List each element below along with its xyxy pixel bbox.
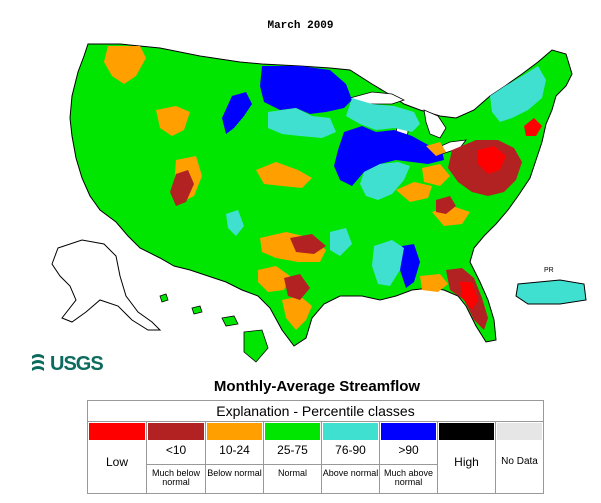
low-region-northeast-coast bbox=[524, 118, 542, 136]
legend-class-no-data: No Data bbox=[496, 422, 543, 493]
low-region-north-carolina bbox=[478, 146, 506, 174]
much-below-region-carolina bbox=[436, 196, 456, 214]
legend-swatch-much-below bbox=[148, 423, 204, 440]
legend-swatch-low bbox=[89, 423, 145, 440]
low-region-florida bbox=[460, 282, 478, 310]
pr-label: PR bbox=[544, 267, 554, 274]
legend-range-much-above: >90 bbox=[398, 443, 419, 457]
above-region-arkansas bbox=[330, 228, 352, 256]
map-title: March 2009 bbox=[267, 20, 334, 32]
below-region-gulf bbox=[420, 274, 448, 292]
below-region-kentucky bbox=[396, 182, 432, 202]
legend-range-above: 76-90 bbox=[335, 443, 366, 457]
legend-range-below: 10-24 bbox=[219, 443, 250, 457]
legend-label-high: High bbox=[454, 455, 479, 469]
legend-swatch-normal bbox=[265, 423, 320, 440]
legend-class-normal: 25-75 Normal bbox=[264, 422, 322, 493]
legend-explanation: Explanation - Percentile classes bbox=[88, 401, 543, 422]
legend-swatch-below bbox=[207, 423, 262, 440]
legend-title: Monthly-Average Streamflow bbox=[213, 378, 421, 395]
much-above-region-north-central bbox=[260, 66, 352, 114]
streamflow-map: PR bbox=[51, 43, 587, 363]
legend-desc-much-above: Much above normal bbox=[383, 468, 434, 487]
legend-class-low: Low bbox=[88, 422, 147, 493]
hawaii-islands bbox=[159, 293, 269, 363]
above-region-kansas bbox=[226, 210, 244, 236]
legend-swatch-above bbox=[323, 423, 378, 440]
above-region-dakotas bbox=[268, 108, 336, 138]
below-region-northwest bbox=[104, 46, 146, 84]
legend-class-below: 10-24 Below normal bbox=[206, 422, 264, 493]
legend-divider bbox=[380, 464, 437, 465]
much-below-region-texas-south bbox=[284, 274, 310, 300]
above-region-northeast bbox=[490, 66, 546, 122]
legend-class-much-above: >90 Much above normal bbox=[380, 422, 438, 493]
legend-swatch-high bbox=[439, 423, 494, 440]
legend-divider bbox=[264, 464, 321, 465]
usgs-logo bbox=[32, 354, 44, 371]
legend-desc-normal: Normal bbox=[277, 468, 307, 478]
below-region-colorado bbox=[256, 162, 312, 188]
hawaii-island-oahu bbox=[191, 305, 203, 315]
below-region-idaho bbox=[156, 106, 190, 136]
below-region-texas-west bbox=[258, 266, 290, 292]
legend-label-no-data: No Data bbox=[501, 456, 538, 467]
legend-table: Explanation - Percentile classes Low <10 M… bbox=[87, 400, 544, 494]
legend-desc-below: Below normal bbox=[207, 468, 262, 478]
alaska-inset bbox=[51, 239, 162, 331]
usgs-wave-icon bbox=[32, 354, 44, 371]
above-region-ohio bbox=[360, 162, 410, 200]
legend-desc-above: Above normal bbox=[322, 468, 379, 478]
much-above-region-midwest bbox=[334, 126, 444, 186]
legend-range-normal: 25-75 bbox=[277, 443, 308, 457]
legend-swatch-no-data bbox=[497, 423, 542, 440]
hawaii-island-big bbox=[243, 329, 269, 363]
legend-divider bbox=[206, 464, 263, 465]
much-above-region-minnesota bbox=[222, 92, 252, 134]
much-below-region-nevada bbox=[170, 170, 194, 206]
below-region-virginia bbox=[422, 164, 450, 186]
legend-class-much-below: <10 Much below normal bbox=[147, 422, 206, 493]
legend-label-low: Low bbox=[105, 455, 128, 469]
lake-huron bbox=[423, 109, 447, 139]
legend-divider bbox=[322, 464, 379, 465]
below-region-texas-south bbox=[282, 296, 312, 330]
hawaii-island-kauai bbox=[159, 293, 169, 303]
below-region-michigan bbox=[426, 142, 446, 156]
legend-class-high: High bbox=[438, 422, 496, 493]
above-region-lakes bbox=[346, 98, 420, 132]
much-below-region-texas bbox=[290, 234, 326, 254]
puerto-rico-inset bbox=[515, 279, 587, 305]
much-above-region-south bbox=[400, 244, 420, 288]
legend-swatch-much-above bbox=[381, 423, 436, 440]
legend-range-much-below: <10 bbox=[165, 443, 187, 457]
usgs-logo-text: USGS bbox=[50, 353, 104, 375]
legend-class-above: 76-90 Above normal bbox=[322, 422, 380, 493]
hawaii-island-maui bbox=[221, 315, 239, 327]
above-region-southeast bbox=[372, 240, 404, 286]
legend-divider bbox=[147, 464, 205, 465]
legend-desc-much-below: Much below normal bbox=[151, 468, 201, 487]
